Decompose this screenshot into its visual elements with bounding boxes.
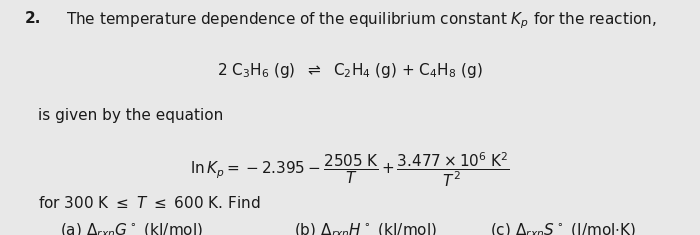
Text: The temperature dependence of the equilibrium constant $K_p$ for the reaction,: The temperature dependence of the equili… (66, 11, 657, 31)
Text: 2 C$_3$H$_6$ (g)  $\rightleftharpoons$  C$_2$H$_4$ (g) + C$_4$H$_8$ (g): 2 C$_3$H$_6$ (g) $\rightleftharpoons$ C$… (217, 61, 483, 80)
Text: (b) $\Delta_{rxn}H^\circ$ (kJ/mol): (b) $\Delta_{rxn}H^\circ$ (kJ/mol) (294, 221, 437, 235)
Text: for 300 K $\leq$ $T$ $\leq$ 600 K. Find: for 300 K $\leq$ $T$ $\leq$ 600 K. Find (38, 195, 261, 211)
Text: 2.: 2. (25, 11, 41, 26)
Text: (a) $\Delta_{rxn}G^\circ$ (kJ/mol): (a) $\Delta_{rxn}G^\circ$ (kJ/mol) (60, 221, 202, 235)
Text: is given by the equation: is given by the equation (38, 108, 224, 123)
Text: $\mathrm{ln}\, K_p = -2.395 - \dfrac{2505\;\mathrm{K}}{T} + \dfrac{3.477 \times : $\mathrm{ln}\, K_p = -2.395 - \dfrac{250… (190, 150, 510, 188)
Text: (c) $\Delta_{rxn}S^\circ$ (J/mol$\cdot$K): (c) $\Delta_{rxn}S^\circ$ (J/mol$\cdot$K… (490, 221, 636, 235)
